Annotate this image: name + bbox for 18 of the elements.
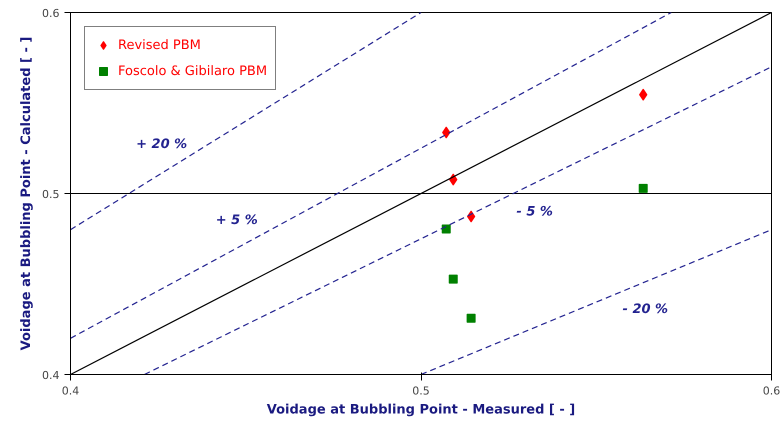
point xyxy=(638,184,648,193)
series-label: + 20 % xyxy=(136,137,188,152)
y-axis-title: Voidage at Bubbling Point - Calculated [ - ] xyxy=(19,36,34,350)
x-tick-label: 0.5 xyxy=(412,384,430,398)
series-label: - 5 % xyxy=(516,204,553,220)
y-tick-label: 0.4 xyxy=(42,369,60,382)
legend-label: Foscolo & Gibilaro PBM xyxy=(118,64,268,78)
y-tick-label: 0.6 xyxy=(42,7,60,20)
x-axis-title: Voidage at Bubbling Point - Measured [ - ] xyxy=(266,402,576,418)
point xyxy=(442,224,451,234)
x-tick-label: 0.4 xyxy=(62,384,80,398)
x-tick-label: 0.6 xyxy=(762,384,780,398)
series-label: + 5 % xyxy=(216,213,258,228)
point xyxy=(466,314,476,323)
series-label: - 20 % xyxy=(622,302,668,318)
point xyxy=(448,274,458,284)
legend-label: Revised PBM xyxy=(118,38,201,52)
y-tick-label: 0.5 xyxy=(42,188,60,201)
